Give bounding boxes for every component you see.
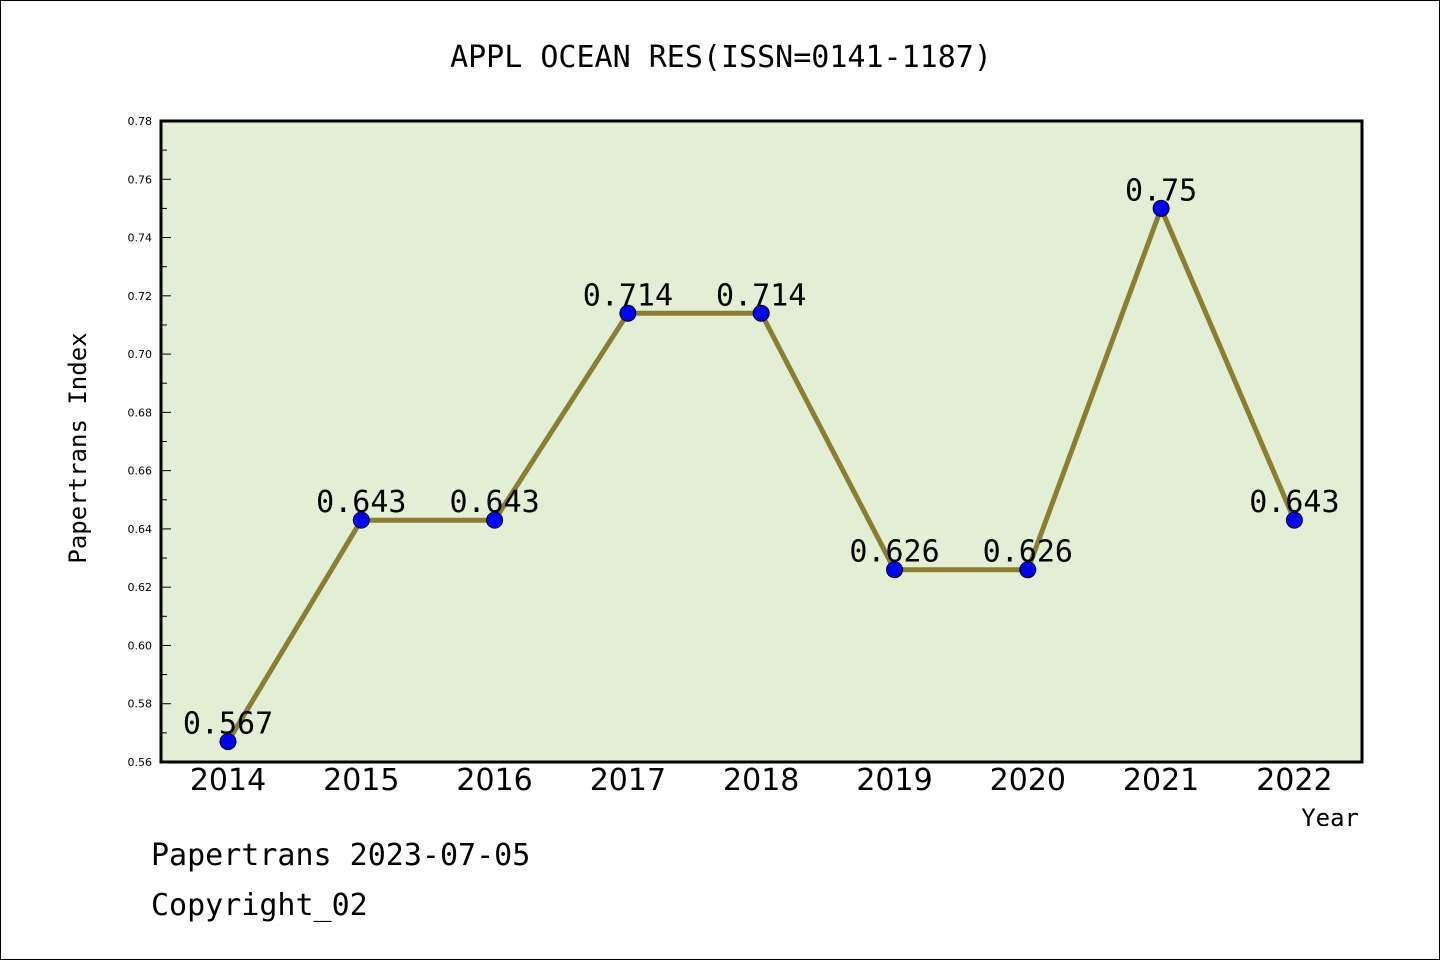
data-point-marker <box>752 304 770 322</box>
data-point-marker <box>352 511 370 529</box>
y-tick-label: 0.78 <box>128 115 153 128</box>
x-tick-label: 2022 <box>1256 763 1332 798</box>
x-tick-label: 2015 <box>323 763 399 798</box>
data-point-marker <box>886 561 903 579</box>
y-tick-label: 0.58 <box>128 698 153 711</box>
x-axis-tick-labels: 2014 2015 2016 2017 2018 2019 2020 2021 2022 <box>190 763 1333 798</box>
x-tick-label: 2021 <box>1123 763 1199 798</box>
plot-border <box>159 119 1364 764</box>
data-point-marker <box>486 511 504 529</box>
x-tick-label: 2016 <box>456 763 532 798</box>
x-tick-label: 2014 <box>190 763 266 798</box>
y-tick-label: 0.72 <box>128 290 153 303</box>
x-tick-label: 2020 <box>990 763 1066 798</box>
data-label: 0.714 <box>716 278 806 313</box>
x-tick-label: 2018 <box>723 763 799 798</box>
y-tick-label: 0.64 <box>128 523 153 536</box>
y-tick-label: 0.76 <box>128 173 153 186</box>
x-tick-label: 2017 <box>590 763 666 798</box>
y-tick-label: 0.70 <box>128 348 153 361</box>
series-markers <box>219 199 1303 751</box>
data-label: 0.75 <box>1125 173 1197 208</box>
y-tick-label: 0.74 <box>128 232 153 245</box>
data-label: 0.643 <box>316 485 406 520</box>
data-label: 0.714 <box>583 278 673 313</box>
x-axis-title: Year <box>1301 804 1359 832</box>
data-label: 0.567 <box>183 707 273 742</box>
x-tick-label: 2019 <box>856 763 932 798</box>
footer-date-text: Papertrans 2023-07-05 <box>151 838 530 873</box>
data-point-marker <box>219 733 237 751</box>
data-point-marker <box>619 304 637 322</box>
y-tick-label: 0.66 <box>128 465 153 478</box>
data-point-marker <box>1152 199 1170 217</box>
data-point-marker <box>1019 561 1037 579</box>
data-labels: 0.567 0.643 0.643 0.714 0.714 0.626 0.626 0.75 0… <box>183 173 1340 741</box>
data-label: 0.626 <box>983 535 1073 570</box>
footer-copyright-text: Copyright_02 <box>151 888 368 923</box>
y-tick-label: 0.68 <box>128 406 153 419</box>
y-axis-title: Papertrans Index <box>64 332 92 563</box>
y-tick-label: 0.60 <box>128 639 153 652</box>
data-point-marker <box>1285 511 1303 529</box>
data-label: 0.643 <box>1249 485 1339 520</box>
data-label: 0.643 <box>449 485 539 520</box>
data-label: 0.626 <box>849 535 939 570</box>
plot-area <box>161 121 1362 762</box>
chart-title: APPL OCEAN RES(ISSN=0141-1187) <box>450 40 992 75</box>
y-tick-label: 0.62 <box>128 581 153 594</box>
y-axis-tick-labels: 0.56 0.58 0.60 0.62 0.64 0.66 0.68 0.70 0.72 0.74… <box>128 115 153 769</box>
y-tick-label: 0.56 <box>128 756 153 769</box>
